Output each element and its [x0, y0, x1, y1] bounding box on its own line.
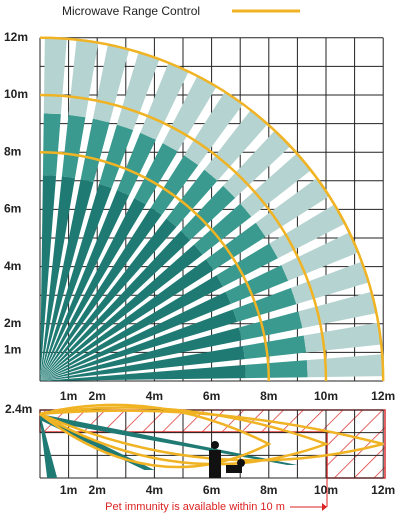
beam — [40, 230, 191, 381]
x-label: 8m — [260, 483, 277, 497]
y-label: 2m — [4, 316, 21, 330]
x-label: 1m — [60, 483, 77, 497]
y-label: 12m — [4, 30, 28, 44]
y-label: 4m — [4, 259, 21, 273]
range-arc — [39, 93, 328, 382]
x-label: 2m — [89, 483, 106, 497]
y-label: 6m — [4, 202, 21, 216]
beam — [255, 178, 330, 237]
x-label: 6m — [203, 483, 220, 497]
x-label: 2m — [89, 389, 106, 403]
x-label: 12m — [371, 389, 395, 403]
x-label: 12m — [371, 483, 395, 497]
beam — [68, 39, 99, 118]
y-label: 10m — [4, 87, 28, 101]
beam — [40, 327, 242, 381]
beam — [290, 261, 369, 305]
beam — [223, 130, 291, 198]
side-arc — [39, 403, 272, 469]
beam — [40, 275, 224, 381]
side-arc — [39, 406, 330, 466]
note-arrowhead — [322, 503, 327, 511]
beam — [194, 203, 252, 255]
beam — [40, 179, 94, 381]
side-view: 1m 2m 4m 6m 8m 10m 12m — [39, 403, 395, 497]
range-arc — [39, 150, 271, 382]
dog-body — [226, 465, 242, 473]
beam — [61, 114, 86, 179]
beam — [162, 75, 217, 152]
side-beam — [40, 414, 58, 478]
beam — [306, 354, 384, 378]
beam — [80, 118, 110, 183]
beam — [40, 364, 246, 381]
x-label: 10m — [314, 483, 338, 497]
x-label: 8m — [260, 389, 277, 403]
beam — [216, 243, 278, 287]
beam — [240, 153, 311, 217]
beam — [281, 232, 359, 281]
side-arc — [39, 409, 384, 462]
beam — [204, 110, 268, 181]
beam — [99, 124, 134, 188]
x-label: 6m — [203, 389, 220, 403]
beam — [303, 322, 382, 353]
beam — [116, 52, 160, 131]
side-beam — [40, 414, 298, 465]
beam — [40, 309, 238, 381]
top-view: 12m 10m 8m 6m 4m 2m 1m 1m 2m 4m 6m 8m 10m 12m — [4, 30, 395, 403]
beam — [134, 143, 178, 205]
beam — [40, 175, 57, 381]
dog-head — [237, 459, 245, 467]
beam — [206, 222, 266, 271]
beam — [40, 190, 130, 381]
beam — [242, 335, 307, 360]
y-label: 8m — [4, 144, 21, 158]
beam — [42, 113, 61, 176]
beam — [180, 185, 236, 241]
beam — [40, 183, 112, 381]
beam — [150, 155, 199, 215]
beam — [233, 287, 297, 322]
beam — [40, 218, 177, 381]
beam — [43, 37, 67, 115]
note: Pet immunity is available within 10 m — [105, 501, 285, 513]
beam — [166, 169, 218, 227]
beam — [225, 265, 289, 304]
person-body — [209, 450, 221, 478]
beam — [184, 91, 243, 166]
y-label: 1m — [4, 343, 21, 357]
height-label: 2.4m — [5, 402, 32, 416]
x-label: 10m — [314, 389, 338, 403]
beam — [40, 207, 162, 381]
beam — [40, 291, 231, 381]
beam — [40, 197, 146, 381]
beam — [40, 176, 75, 381]
beam — [245, 360, 308, 379]
beam — [117, 132, 156, 196]
beam — [40, 346, 245, 381]
beam — [140, 62, 189, 140]
person-head — [211, 441, 219, 449]
beam — [40, 244, 203, 381]
x-label: 1m — [60, 389, 77, 403]
x-label: 4m — [146, 389, 163, 403]
beam — [238, 311, 303, 341]
beam — [269, 204, 346, 259]
range-arc — [39, 36, 385, 382]
beam — [40, 259, 214, 381]
x-label: 4m — [146, 483, 163, 497]
legend-label: Microwave Range Control — [62, 4, 200, 18]
